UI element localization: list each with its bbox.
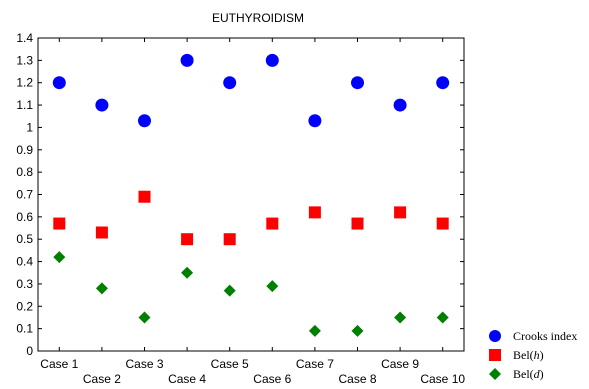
legend-label-italic: h [534, 348, 540, 362]
y-tick-label: 0.8 [16, 165, 33, 179]
y-tick-label: 0.6 [16, 210, 33, 224]
data-point [436, 217, 449, 230]
x-tick-label: Case 7 [296, 357, 334, 371]
data-point [266, 217, 279, 230]
y-tick-label: 1.1 [16, 98, 33, 112]
data-point [138, 311, 151, 324]
data-point [138, 190, 151, 203]
data-point [266, 280, 279, 293]
y-tick-label: 0.9 [16, 143, 33, 157]
data-point [351, 217, 364, 230]
x-tick-label: Case 10 [420, 372, 465, 386]
data-point [436, 311, 449, 324]
y-tick-label: 1 [26, 120, 33, 134]
data-point [223, 233, 236, 246]
x-tick-label: Case 1 [40, 357, 78, 371]
data-point [95, 98, 109, 112]
data-point [394, 206, 407, 219]
data-point [308, 324, 321, 337]
y-tick-label: 0.5 [16, 232, 33, 246]
legend-label-italic: d [534, 367, 541, 381]
x-tick-label: Case 3 [125, 357, 163, 371]
data-point [95, 226, 108, 239]
y-tick-label: 0.2 [16, 299, 33, 313]
data-point [53, 217, 66, 230]
data-point [351, 76, 364, 90]
legend-label: Bel(h) [513, 348, 544, 362]
legend-marker [489, 368, 501, 380]
x-tick-label: Case 9 [381, 357, 419, 371]
data-point [351, 324, 364, 337]
data-point [223, 76, 237, 90]
legend-marker [489, 349, 501, 361]
data-point [180, 53, 194, 67]
chart-title: EUTHYROIDISM [212, 11, 304, 25]
plot-area [37, 37, 465, 352]
series-square [53, 190, 449, 246]
x-tick-label: Case 5 [211, 357, 249, 371]
legend-label-main: Bel( [513, 367, 534, 381]
legend-label-tail: ) [540, 367, 544, 381]
data-point [394, 311, 407, 324]
legend-marker [489, 330, 501, 342]
data-point [265, 53, 279, 67]
legend-label-tail: ) [540, 348, 544, 362]
data-point [308, 114, 322, 128]
data-point [308, 206, 321, 219]
legend-label-main: Bel( [513, 348, 534, 362]
y-tick-label: 0.1 [16, 322, 33, 336]
data-point [95, 282, 108, 295]
y-tick-label: 0.7 [16, 188, 33, 202]
legend-label: Bel(d) [513, 367, 544, 381]
legend-label-main: Crooks index [513, 329, 577, 343]
data-point [53, 251, 66, 264]
legend-label: Crooks index [513, 329, 577, 343]
x-tick-label: Case 8 [338, 372, 376, 386]
data-point [393, 98, 407, 112]
series-circle [52, 53, 450, 128]
y-tick-label: 1.2 [16, 76, 33, 90]
y-axis: 0 0.1 0.2 0.3 0.4 0.5 0.6 0.7 0.8 0.9 1 1.1 1.2 1.3 1.… [16, 31, 464, 358]
x-tick-label: Case 6 [253, 372, 291, 386]
y-tick-label: 0 [26, 344, 33, 358]
data-point [181, 266, 194, 279]
y-tick-label: 1.4 [16, 31, 33, 45]
data-point [223, 284, 236, 297]
x-tick-label: Case 4 [168, 372, 206, 386]
x-axis: Case 1 Case 2 Case 3 Case 4 Case 5 Case 6 Case… [40, 38, 465, 386]
x-tick-label: Case 2 [83, 372, 121, 386]
data-point [138, 114, 151, 128]
data-point [52, 76, 66, 90]
data-point [181, 233, 194, 246]
y-tick-label: 1.3 [16, 53, 33, 67]
series-diamond [53, 251, 449, 337]
y-tick-label: 0.4 [16, 255, 33, 269]
y-tick-label: 0.3 [16, 277, 33, 291]
data-point [436, 76, 450, 90]
series-layer [52, 53, 450, 337]
